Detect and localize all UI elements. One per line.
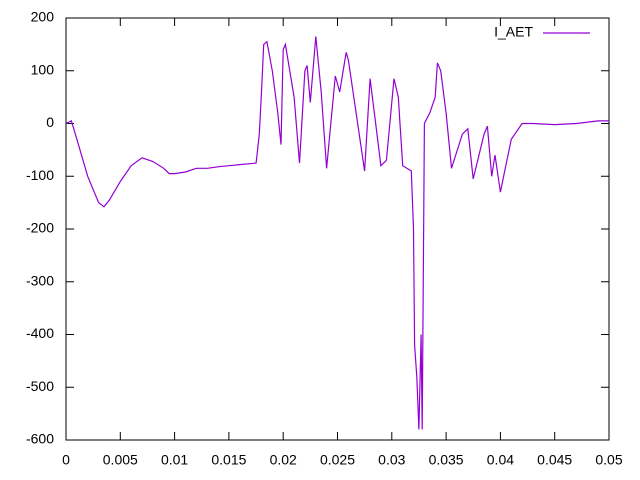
x-tick-label: 0.03 bbox=[378, 452, 405, 468]
y-tick-label: 0 bbox=[46, 114, 54, 130]
x-tick-label: 0.05 bbox=[595, 452, 622, 468]
x-tick-label: 0.035 bbox=[429, 452, 464, 468]
series-line bbox=[65, 36, 609, 430]
x-tick-label: 0.025 bbox=[320, 452, 355, 468]
x-tick-label: 0.02 bbox=[270, 452, 297, 468]
x-tick-label: 0.045 bbox=[537, 452, 572, 468]
y-tick-label: -500 bbox=[26, 378, 54, 394]
x-tick-label: 0.01 bbox=[161, 452, 188, 468]
x-tick-label: 0.005 bbox=[103, 452, 138, 468]
y-tick-label: -100 bbox=[26, 167, 54, 183]
y-tick-label: -600 bbox=[26, 431, 54, 447]
y-tick-label: 100 bbox=[31, 61, 55, 77]
y-tick-label: -400 bbox=[26, 325, 54, 341]
y-tick-label: -300 bbox=[26, 272, 54, 288]
x-tick-label: 0 bbox=[62, 452, 70, 468]
x-tick-label: 0.015 bbox=[211, 452, 246, 468]
x-tick-label: 0.04 bbox=[487, 452, 514, 468]
y-tick-label: -200 bbox=[26, 220, 54, 236]
plot-border bbox=[65, 17, 610, 441]
y-tick-label: 200 bbox=[31, 9, 55, 25]
legend-label: I_AET bbox=[494, 24, 533, 40]
